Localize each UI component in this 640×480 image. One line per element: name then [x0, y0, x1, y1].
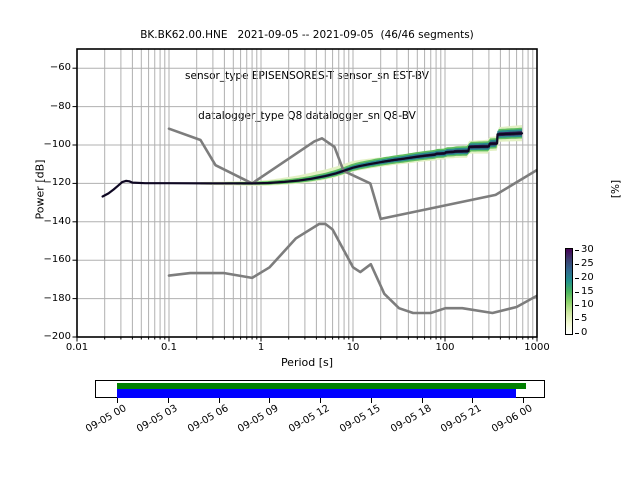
time-tick	[472, 398, 474, 403]
x-tick-label: 1000	[524, 342, 550, 353]
y-tick-label: −100	[43, 139, 71, 150]
y-tick-label: −180	[43, 292, 71, 304]
x-tick-label: 0.01	[65, 342, 89, 353]
x-tick-label: 1	[257, 342, 265, 353]
colorbar-tick-label: 25	[581, 257, 594, 269]
band-green	[224, 127, 522, 185]
curve-psd-mode	[101, 132, 524, 198]
colorbar-tick	[575, 263, 579, 265]
grid-lines	[76, 49, 538, 337]
coverage-blue-bar	[117, 389, 516, 398]
x-tick-label: 100	[435, 342, 455, 353]
colorbar-tick-label: 10	[581, 299, 594, 311]
coverage-green-bar	[117, 383, 526, 389]
title-block: BK.BK62.00.HNE 2021-09-05 -- 2021-09-05 …	[77, 2, 537, 151]
time-tick	[421, 398, 423, 403]
axes-frame	[76, 48, 538, 338]
band-pale	[200, 125, 522, 186]
y-tick-label: −200	[43, 331, 71, 342]
time-tick	[269, 398, 271, 403]
y-tick-label: −80	[49, 100, 71, 112]
colorbar-tick-label: 20	[581, 271, 594, 283]
time-tick	[320, 398, 321, 403]
colorbar-tick-label: 15	[581, 285, 594, 297]
colorbar-tick	[575, 250, 579, 251]
time-tick	[218, 398, 220, 403]
time-tick	[167, 398, 169, 403]
curve-NHNM-high-noise-model	[167, 127, 537, 221]
y-tick-label: −60	[49, 62, 71, 74]
colorbar-tick	[575, 277, 579, 279]
colorbar-axis-label: [%]	[610, 179, 622, 199]
axis-ticks	[72, 67, 538, 342]
x-tick-label: 0.1	[161, 342, 177, 353]
colorbar-tick-label: 0	[581, 327, 588, 338]
x-tick-label: 10	[346, 342, 360, 353]
x-axis-label: Period [s]	[280, 356, 334, 369]
y-tick-label: −160	[43, 254, 71, 266]
time-tick	[370, 398, 372, 403]
psd-histogram-bands	[200, 125, 522, 186]
colorbar-tick	[575, 319, 579, 321]
time-tick	[523, 398, 524, 403]
figure-title-line2: sensor_type EPISENSORES-T sensor_sn EST-…	[185, 69, 429, 82]
data-coverage-bar	[95, 380, 545, 398]
colorbar-tick	[575, 291, 579, 293]
time-tick	[117, 398, 118, 403]
colorbar-tick-label: 30	[581, 244, 594, 255]
colorbar-tick	[575, 333, 579, 334]
figure-title-line1: BK.BK62.00.HNE 2021-09-05 -- 2021-09-05 …	[140, 29, 474, 41]
colorbar-tick-label: 5	[581, 313, 588, 325]
curve-NLNM-low-noise-model	[167, 222, 537, 315]
colorbar-tick	[575, 305, 579, 307]
probability-colorbar	[565, 248, 573, 335]
y-tick-label: −140	[43, 215, 71, 227]
y-tick-label: −120	[43, 177, 71, 189]
